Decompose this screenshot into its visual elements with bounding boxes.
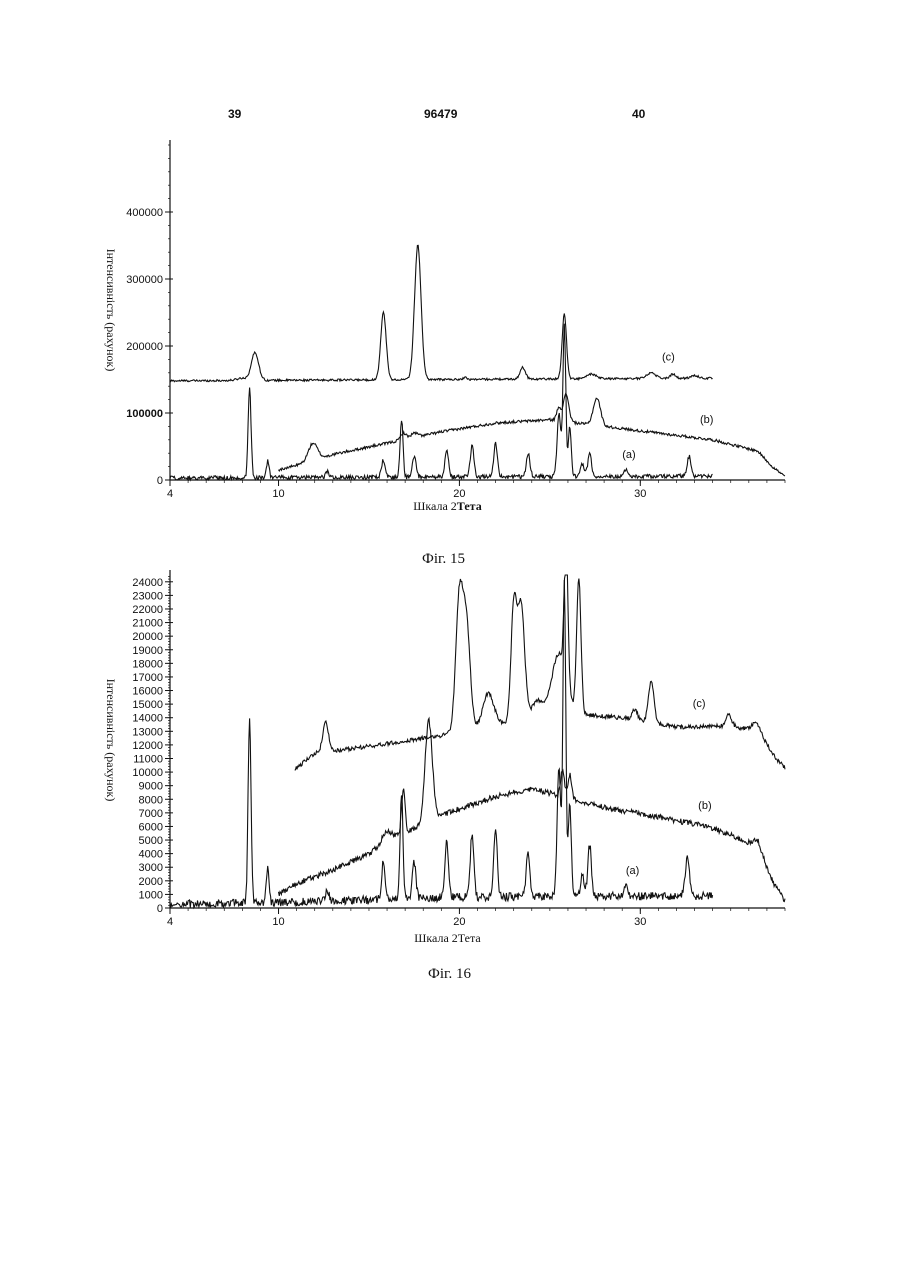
y-tick-label: 0 [157,475,163,487]
series-trace-a [169,323,713,482]
x-tick-label: 30 [634,488,646,500]
y-tick-label: 300000 [126,274,163,286]
x-tick-label: 20 [453,488,465,500]
y-tick-label: 200000 [126,341,163,353]
series-label-a: (a) [626,865,639,877]
x-tick-label: 30 [634,916,646,928]
y-tick-label: 20000 [132,631,163,643]
y-tick-label: 5000 [139,835,163,847]
y-tick-label: 1000 [139,889,163,901]
y-tick-label: 14000 [132,713,163,725]
y-tick-label: 17000 [132,672,163,684]
xrd-chart-fig15: 0 100000 200000 300000 400000 4 10 20 30 Шкала 2Т… [104,140,786,513]
y-tick-label: 24000 [132,577,163,589]
figure-caption-15: Фіг. 15 [422,551,465,567]
y-tick-label: 13000 [132,726,163,738]
y-tick-label: 15000 [132,699,163,711]
series-label-b: (b) [700,414,713,426]
y-tick-label: 8000 [139,794,163,806]
y-tick-label: 400000 [126,207,163,219]
y-tick-label: 6000 [139,821,163,833]
series-trace-a [169,579,714,910]
x-tick-label: 20 [453,916,465,928]
x-tick-label: 10 [272,488,284,500]
y-tick-label: 16000 [132,686,163,698]
y-tick-label: 4000 [139,849,163,861]
y-tick-label: 21000 [132,618,163,630]
series-label-c: (c) [693,698,706,710]
y-tick-label: 7000 [139,808,163,820]
series-label-c: (c) [662,352,675,364]
y-tick-label: 10000 [132,767,163,779]
y-tick-label: 3000 [139,862,163,874]
x-tick-label: 4 [167,488,173,500]
y-tick-label: 23000 [132,590,163,602]
y-axis-label: Інтенсивність (рахунок) [104,679,118,802]
y-tick-label: 18000 [132,658,163,670]
x-axis-label-plain: Шкала 2Тета [414,931,481,945]
y-tick-label: 22000 [132,604,163,616]
x-axis-label: Шкала 2Тета [414,931,481,945]
series-trace-c [169,244,713,383]
x-axis-label-bold: Тета [457,499,482,513]
patent-number: 96479 [424,107,458,121]
page-number-left: 39 [228,107,242,121]
y-tick-label: 0 [157,903,163,915]
series-label-b: (b) [698,800,711,812]
y-tick-label: 11000 [133,753,163,765]
x-tick-label: 10 [272,916,284,928]
x-tick-label: 4 [167,916,173,928]
y-tick-label: 100000 [126,408,163,420]
series-trace-b [278,391,786,477]
series-trace-b [277,716,786,903]
page-number-right: 40 [632,107,646,121]
series-trace-c [294,574,786,771]
x-axis-label: Шкала 2Тета [413,499,481,513]
series-label-a: (a) [622,449,635,461]
figure-caption-16: Фіг. 16 [428,966,471,982]
y-tick-label: 12000 [132,740,163,752]
y-tick-label: 19000 [132,645,163,657]
y-tick-label: 9000 [139,781,163,793]
y-axis-label: Інтенсивність (рахунок) [104,249,118,372]
y-tick-label: 2000 [139,876,163,888]
x-axis-label-plain: Шкала 2 [413,499,457,513]
